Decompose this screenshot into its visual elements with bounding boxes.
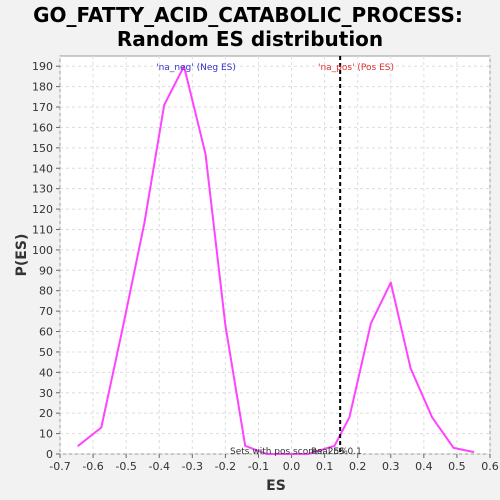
x-tick-label: 0.6 xyxy=(481,460,499,473)
x-tick-label: -0.7 xyxy=(49,460,70,473)
x-tick-label: -0.2 xyxy=(215,460,236,473)
x-tick-label: 0.5 xyxy=(448,460,466,473)
pos-es-label: 'na_pos' (Pos ES) xyxy=(318,63,394,73)
x-tick-label: 0.4 xyxy=(415,460,433,473)
neg-es-label: 'na_neg' (Neg ES) xyxy=(156,63,236,73)
data-point xyxy=(224,324,227,327)
data-point xyxy=(143,222,146,225)
grid xyxy=(59,56,491,455)
y-tick-label: 100 xyxy=(32,244,53,257)
data-point xyxy=(472,451,475,453)
chart-title-line1: GO_FATTY_ACID_CATABOLIC_PROCESS: xyxy=(33,3,463,27)
annotations: 'na_neg' (Neg ES) 'na_pos' (Pos ES) Sets… xyxy=(156,63,394,457)
series-layer xyxy=(77,56,475,455)
data-point xyxy=(287,453,290,455)
y-tick-label: 190 xyxy=(32,60,53,73)
data-point xyxy=(307,453,309,455)
y-tick-label: 160 xyxy=(32,121,53,134)
x-tick-label: 0.3 xyxy=(382,460,400,473)
y-tick-label: 10 xyxy=(39,428,53,441)
y-axis-label: P(ES) xyxy=(14,234,30,277)
sets-pos-score-label: Sets with pos scores: 25% xyxy=(230,447,348,457)
data-point xyxy=(121,326,124,329)
data-point xyxy=(77,444,80,447)
x-tick-label: -0.6 xyxy=(82,460,103,473)
y-tick-label: 90 xyxy=(39,264,53,277)
data-point xyxy=(265,453,268,455)
data-point xyxy=(370,322,372,325)
data-point xyxy=(163,104,166,106)
data-point xyxy=(389,281,392,284)
x-tick-label: 0.2 xyxy=(349,460,367,473)
real-es-label: Real ES 0.1 xyxy=(311,447,362,457)
y-tick-label: 70 xyxy=(39,305,53,318)
y-tick-label: 150 xyxy=(32,142,53,155)
x-tick-label: -0.4 xyxy=(148,460,169,473)
y-tick-label: 0 xyxy=(46,448,53,461)
y-tick-label: 180 xyxy=(32,81,53,94)
y-tick-label: 130 xyxy=(32,183,53,196)
data-point xyxy=(100,426,103,429)
y-axis-ticks: 0 10 20 30 40 50 60 70 80 90 100 110 120 130 140 150 160… xyxy=(32,60,60,461)
y-tick-label: 50 xyxy=(39,346,53,359)
data-point xyxy=(183,65,185,68)
series-line xyxy=(77,65,474,455)
x-tick-label: 0.1 xyxy=(316,460,334,473)
y-tick-label: 20 xyxy=(39,407,53,420)
y-tick-label: 40 xyxy=(39,366,53,379)
data-point xyxy=(431,416,434,419)
y-tick-label: 140 xyxy=(32,162,53,175)
x-tick-label: -0.3 xyxy=(182,460,203,473)
x-tick-label: 0.0 xyxy=(283,460,301,473)
y-tick-label: 170 xyxy=(32,101,53,114)
data-point xyxy=(204,153,207,155)
y-tick-label: 120 xyxy=(32,203,53,216)
x-tick-label: -0.5 xyxy=(115,460,136,473)
data-point xyxy=(452,446,455,449)
plot-area xyxy=(59,55,491,455)
x-axis-ticks: -0.7 -0.6 -0.5 -0.4 -0.3 -0.2 -0.1 0.0 0.1 0.2 0.3… xyxy=(49,454,499,473)
y-tick-label: 110 xyxy=(32,223,53,236)
x-axis-label: ES xyxy=(266,478,286,494)
y-tick-label: 60 xyxy=(39,326,53,339)
data-point xyxy=(409,367,412,370)
data-point xyxy=(244,444,247,447)
data-point xyxy=(333,444,336,447)
data-point xyxy=(348,416,351,419)
y-tick-label: 80 xyxy=(39,285,53,298)
x-tick-label: -0.1 xyxy=(248,460,269,473)
y-tick-label: 30 xyxy=(39,387,53,400)
chart-title-line2: Random ES distribution xyxy=(117,27,383,51)
